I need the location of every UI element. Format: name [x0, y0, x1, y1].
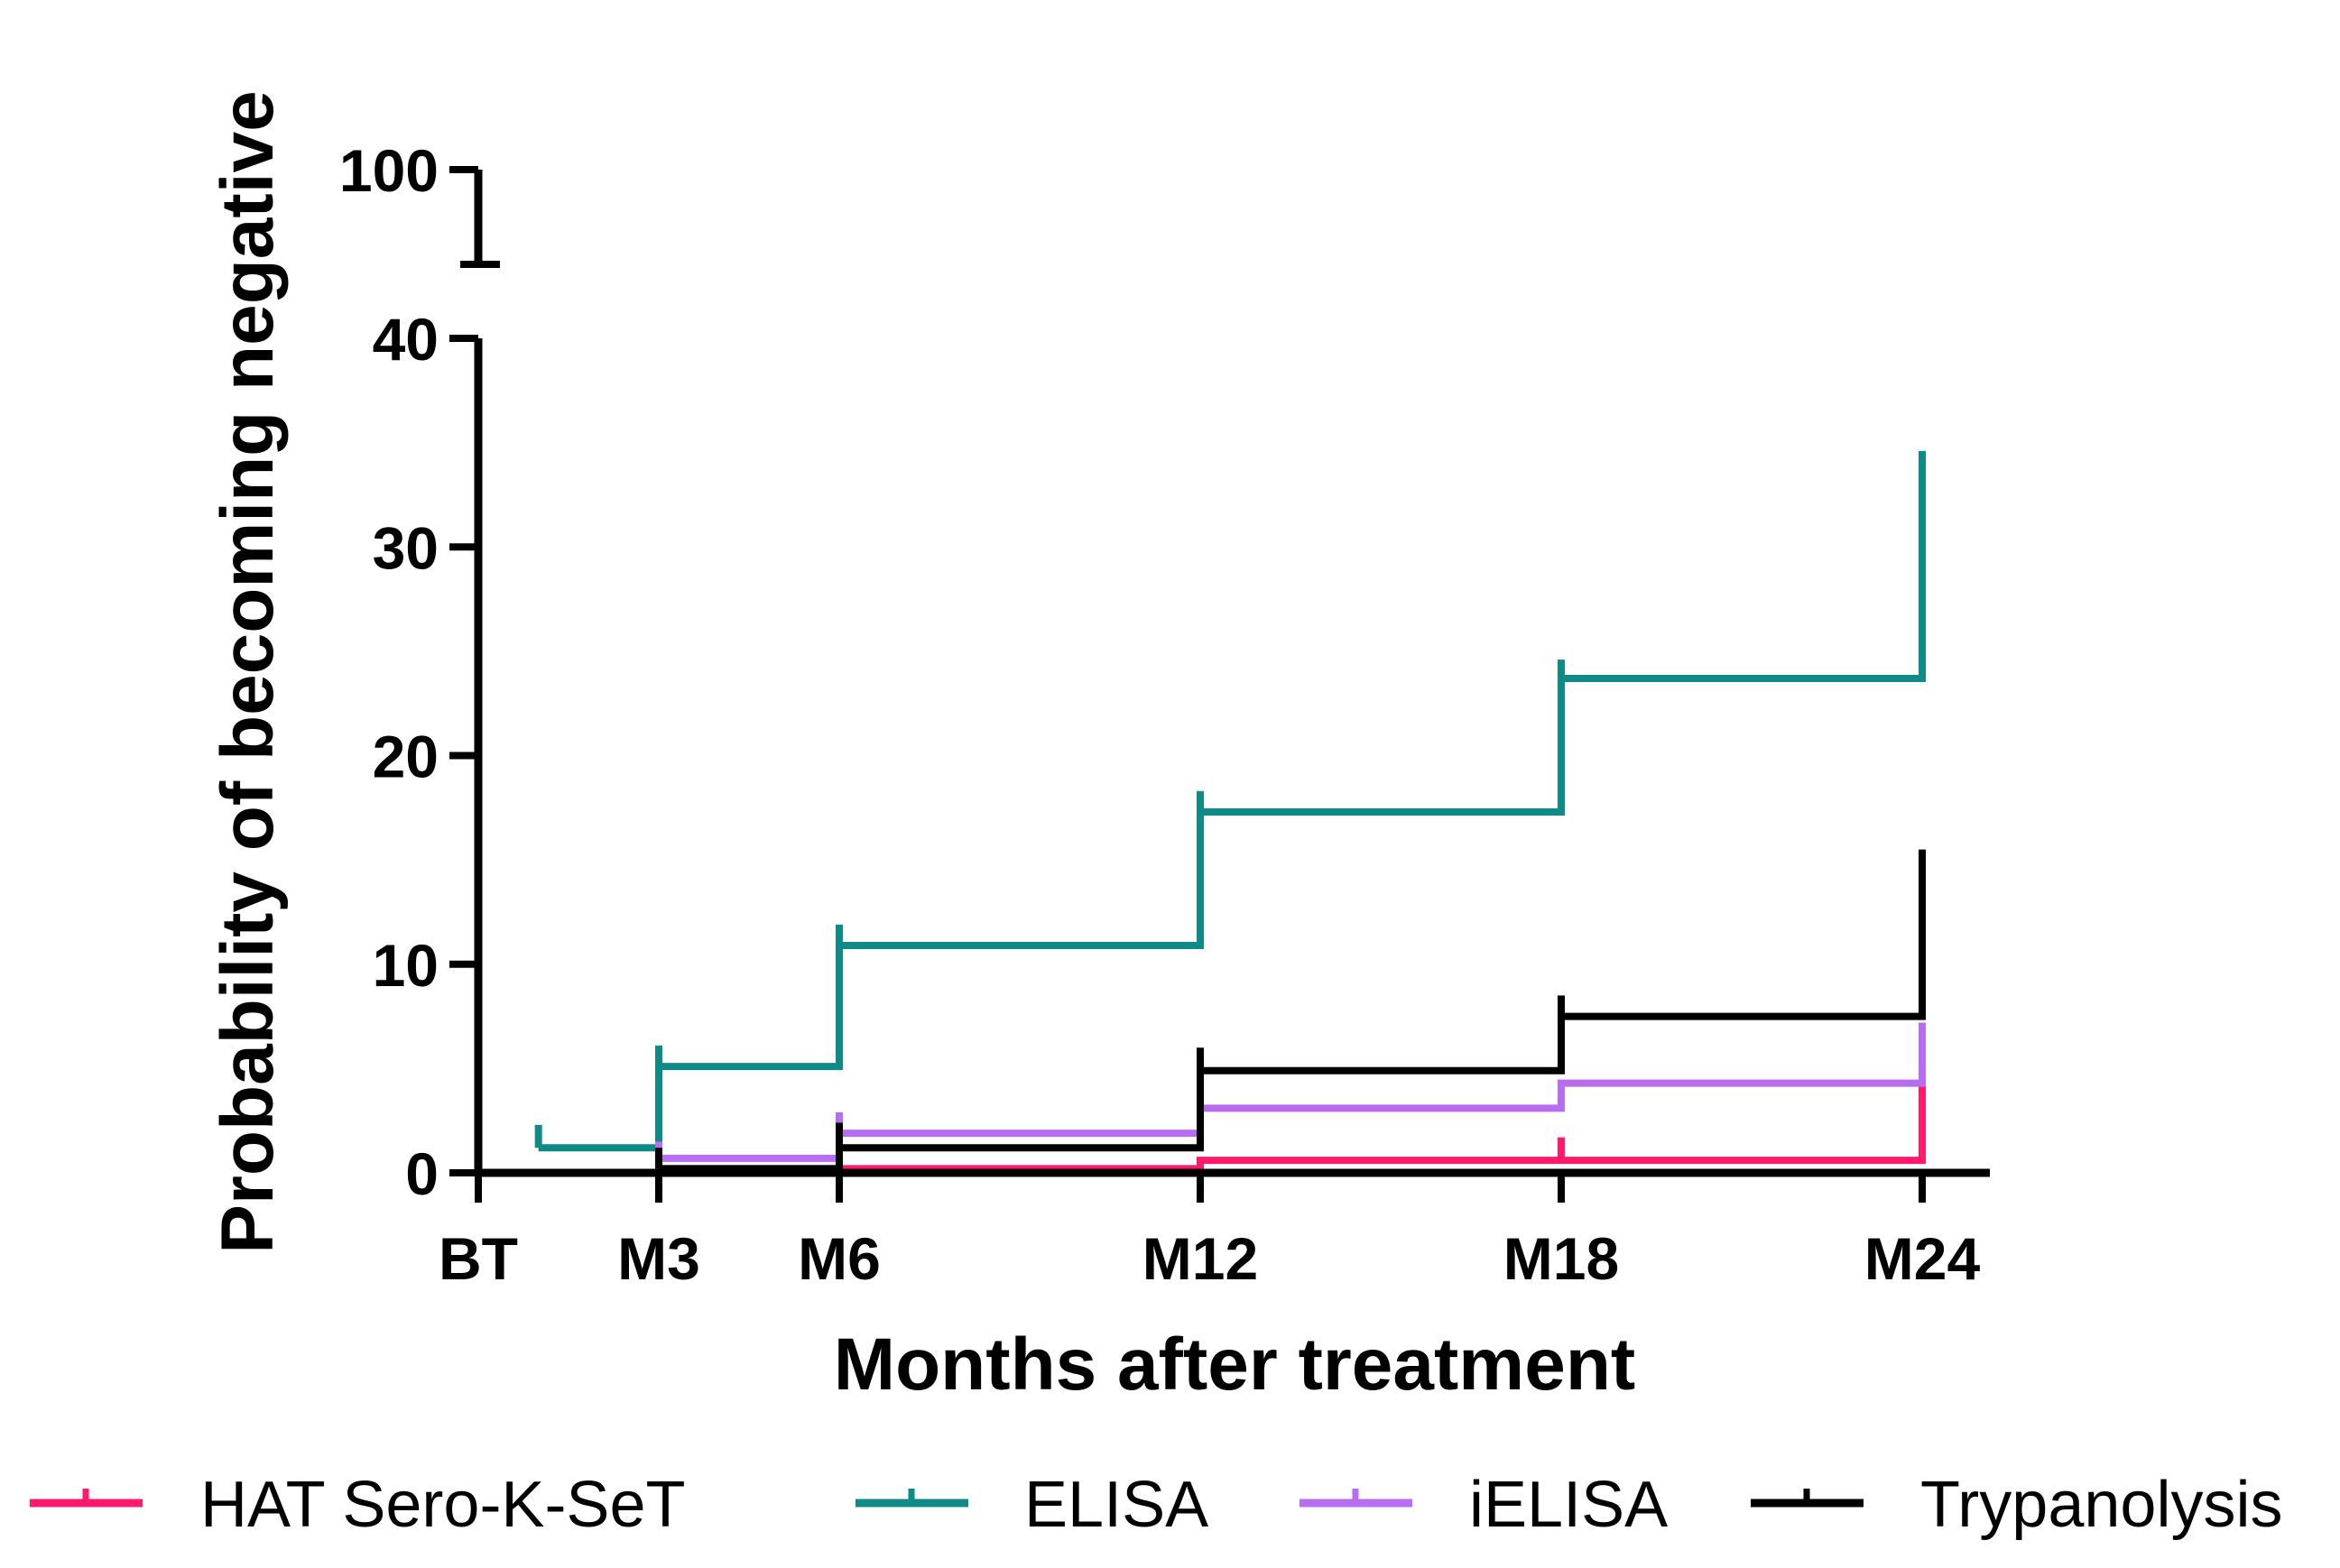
x-tick-label-m18: M18 — [1503, 1225, 1619, 1292]
series-line-trypanolysis — [659, 849, 1926, 1173]
y-axis-title: Probability of becoming negative — [207, 90, 289, 1253]
x-tick-label-m3: M3 — [617, 1225, 700, 1292]
y-tick-label-40: 40 — [373, 306, 439, 373]
axis-layer — [460, 170, 1990, 1177]
series-layer — [534, 450, 1926, 1173]
x-axis-title: Months after treatment — [834, 1324, 1635, 1406]
x-tick-label-m6: M6 — [798, 1225, 881, 1292]
legend-item-hat-sero-k-set: HAT Sero-K-SeT — [30, 1469, 685, 1541]
legend-item-elisa: ELISA — [856, 1469, 1208, 1541]
y-tick-label-100: 100 — [339, 137, 439, 204]
y-tick-label-20: 20 — [373, 724, 439, 790]
legend-label-hat-sero-k-set: HAT Sero-K-SeT — [200, 1469, 685, 1541]
series-line-elisa — [538, 450, 1926, 1152]
x-tick-label-m12: M12 — [1142, 1225, 1258, 1292]
ticks-layer: BT M3 M6 M12 M18 M24 0 10 20 30 40 100 — [339, 137, 1981, 1292]
legend: HAT Sero-K-SeT ELISA iELISA Trypanolysis — [30, 1469, 2282, 1541]
legend-label-ielisa: iELISA — [1469, 1469, 1668, 1541]
y-tick-label-10: 10 — [373, 932, 439, 999]
y-tick-label-0: 0 — [405, 1140, 439, 1207]
legend-item-ielisa: iELISA — [1299, 1469, 1668, 1541]
legend-item-trypanolysis: Trypanolysis — [1751, 1469, 2282, 1541]
x-tick-label-bt: BT — [439, 1225, 518, 1292]
x-tick-label-m24: M24 — [1864, 1225, 1981, 1292]
y-tick-label-30: 30 — [373, 514, 439, 581]
series-line-ielisa — [659, 1022, 1926, 1162]
legend-label-elisa: ELISA — [1024, 1469, 1208, 1541]
series-line-hat-sero-k-set — [659, 1084, 1926, 1173]
legend-label-trypanolysis: Trypanolysis — [1920, 1469, 2282, 1541]
